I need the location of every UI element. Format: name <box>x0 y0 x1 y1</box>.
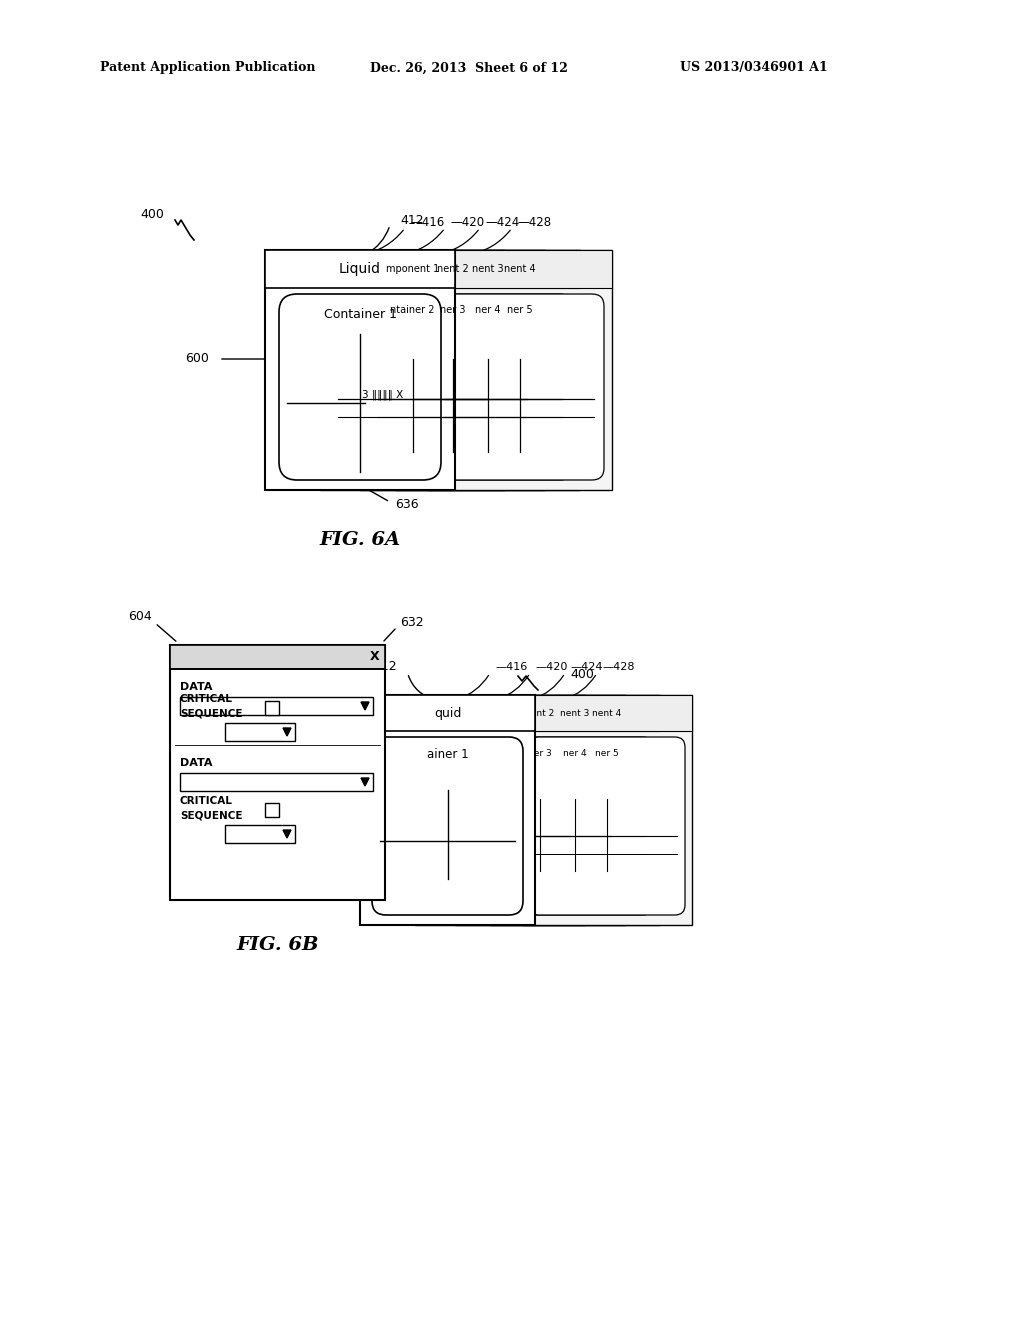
Bar <box>319 249 505 490</box>
Text: 612: 612 <box>297 689 319 702</box>
Text: ner 3: ner 3 <box>528 748 552 758</box>
Bar <box>360 696 535 731</box>
Polygon shape <box>283 729 291 737</box>
Text: mponent 1: mponent 1 <box>386 264 439 275</box>
Text: —416: —416 <box>495 663 527 672</box>
Text: CRITICAL: CRITICAL <box>180 796 232 807</box>
Polygon shape <box>283 830 291 838</box>
Text: —416: —416 <box>410 215 444 228</box>
FancyBboxPatch shape <box>462 737 618 915</box>
Text: quid: quid <box>434 706 461 719</box>
Bar <box>360 249 545 288</box>
Text: Dec. 26, 2013  Sheet 6 of 12: Dec. 26, 2013 Sheet 6 of 12 <box>370 62 568 74</box>
Text: 624: 624 <box>297 792 319 804</box>
Bar <box>455 696 625 925</box>
Bar <box>319 249 505 288</box>
Bar <box>170 645 385 669</box>
Text: 616: 616 <box>311 715 334 729</box>
Bar <box>225 723 295 741</box>
Text: FIG. 6A: FIG. 6A <box>319 531 400 549</box>
Text: 604: 604 <box>128 610 152 623</box>
Bar <box>395 249 580 288</box>
FancyBboxPatch shape <box>279 294 441 480</box>
Text: 400: 400 <box>570 668 594 681</box>
Bar <box>490 696 660 925</box>
Bar <box>265 249 455 490</box>
Text: DATA: DATA <box>180 682 213 692</box>
Text: SEQUENCE: SEQUENCE <box>180 810 243 820</box>
Text: 620: 620 <box>319 737 342 750</box>
Bar <box>265 701 279 715</box>
Text: —424: —424 <box>485 215 519 228</box>
Text: mponent 1: mponent 1 <box>475 709 524 718</box>
Text: 608: 608 <box>319 660 342 673</box>
Text: 632: 632 <box>400 616 424 630</box>
Text: nent 4: nent 4 <box>504 264 536 275</box>
Text: nent 3: nent 3 <box>560 709 590 718</box>
FancyBboxPatch shape <box>372 737 523 915</box>
FancyBboxPatch shape <box>403 294 572 480</box>
Text: —428: —428 <box>602 663 635 672</box>
Text: —420: —420 <box>450 215 484 228</box>
Bar <box>490 696 660 731</box>
Text: DATA: DATA <box>180 758 213 768</box>
Text: 412: 412 <box>374 660 397 673</box>
Text: Patent Application Publication: Patent Application Publication <box>100 62 315 74</box>
Bar <box>522 696 692 731</box>
Bar <box>395 249 580 490</box>
FancyBboxPatch shape <box>497 737 653 915</box>
Bar <box>265 249 455 288</box>
Bar <box>415 696 585 925</box>
Text: ntainer 2: ntainer 2 <box>479 748 520 758</box>
Text: SEQUENCE: SEQUENCE <box>180 708 243 718</box>
Bar <box>180 697 373 715</box>
Text: ntainer 2: ntainer 2 <box>390 305 435 315</box>
Text: ainer 1: ainer 1 <box>427 748 468 762</box>
FancyBboxPatch shape <box>328 294 497 480</box>
Bar <box>180 774 373 791</box>
Text: ner 3: ner 3 <box>439 305 465 315</box>
Bar <box>265 803 279 817</box>
Bar <box>415 696 585 731</box>
Bar <box>170 645 385 900</box>
Text: nent 4: nent 4 <box>592 709 622 718</box>
Text: nent 2: nent 2 <box>436 264 468 275</box>
Bar <box>360 249 545 490</box>
FancyBboxPatch shape <box>529 737 685 915</box>
Text: ner 5: ner 5 <box>507 305 532 315</box>
Polygon shape <box>361 777 369 785</box>
Text: Liquid: Liquid <box>339 261 381 276</box>
FancyBboxPatch shape <box>422 737 578 915</box>
Text: 628: 628 <box>311 817 334 830</box>
Text: CRITICAL: CRITICAL <box>180 694 232 704</box>
Text: nent 2: nent 2 <box>525 709 555 718</box>
Bar <box>427 249 612 490</box>
Bar <box>225 825 295 843</box>
Polygon shape <box>361 702 369 710</box>
Text: X: X <box>371 651 380 664</box>
Text: nent 3: nent 3 <box>472 264 504 275</box>
Text: 3 ‖‖‖‖ X: 3 ‖‖‖‖ X <box>362 389 403 400</box>
Bar <box>360 696 535 925</box>
Bar <box>427 249 612 288</box>
Text: ner 5: ner 5 <box>595 748 618 758</box>
Text: FIG. 6B: FIG. 6B <box>237 936 318 954</box>
Text: —428: —428 <box>517 215 551 228</box>
Text: —424: —424 <box>570 663 602 672</box>
Text: ner 4: ner 4 <box>563 748 587 758</box>
Text: Container 1: Container 1 <box>324 308 396 321</box>
Text: US 2013/0346901 A1: US 2013/0346901 A1 <box>680 62 827 74</box>
Text: 600: 600 <box>185 352 209 366</box>
Bar <box>455 696 625 731</box>
Text: ner 4: ner 4 <box>475 305 501 315</box>
FancyBboxPatch shape <box>368 294 537 480</box>
Text: —420: —420 <box>535 663 567 672</box>
Text: 400: 400 <box>140 207 164 220</box>
Bar <box>522 696 692 925</box>
Text: 636: 636 <box>395 499 419 511</box>
FancyBboxPatch shape <box>435 294 604 480</box>
Text: 412: 412 <box>400 214 424 227</box>
